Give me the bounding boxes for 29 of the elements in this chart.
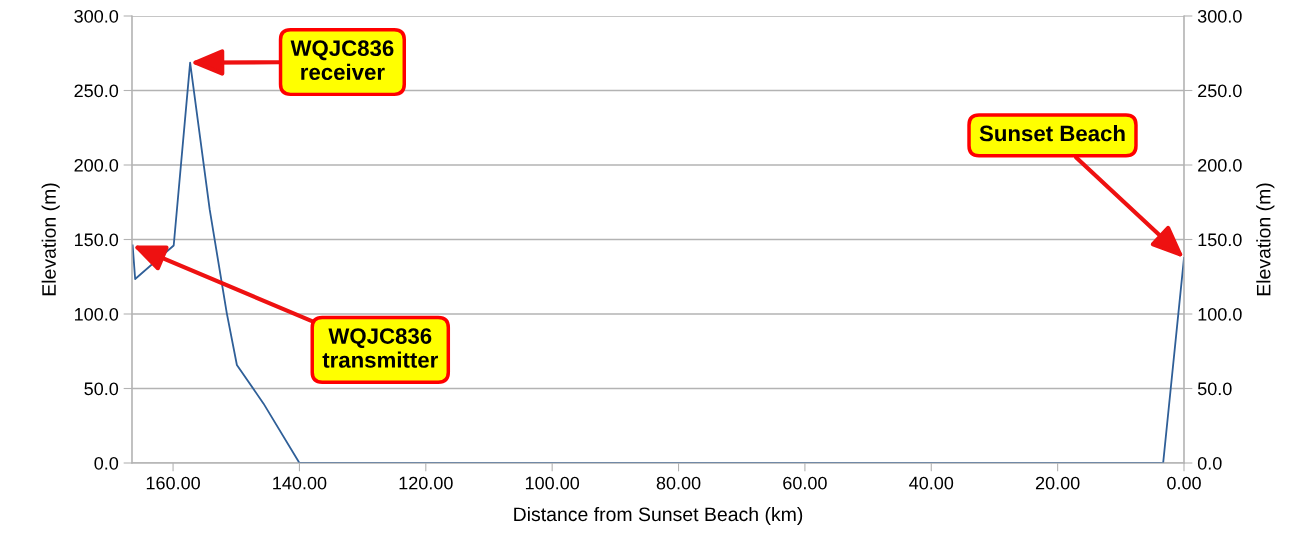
x-tick-label: 140.00 [273,476,327,490]
y2-tick-label: 50.0 [1197,382,1232,396]
y2-tick-label: 100.0 [1198,307,1242,321]
y-tick-label: 100.0 [75,307,119,321]
y-tick-label: 150.0 [75,233,119,247]
y-tick-label: 200.0 [74,158,119,172]
x-tick-label: 20.00 [1035,476,1080,490]
y2-tick-label: 250.0 [1198,84,1242,98]
y2-tick-label: 300.0 [1197,9,1242,23]
x-axis-title: Distance from Sunset Beach (km) [514,506,803,526]
x-tick-label: 40.00 [909,476,954,490]
annotation: WQJC836 transmitter [322,328,438,368]
x-tick-label: 0.00 [1167,476,1201,490]
y2-tick-label: 0.0 [1197,456,1222,470]
y2-tick-label: 200.0 [1198,158,1242,172]
x-tick-label: 80.00 [656,476,701,490]
y2-tick-label: 150.0 [1198,233,1242,247]
x-tick-label: 120.00 [399,476,453,490]
y2-axis-title: Elevation (m) [1256,183,1275,296]
annotation: Sunset Beach [979,124,1125,142]
x-tick-label: 60.00 [783,476,827,490]
x-tick-label: 100.00 [525,476,580,490]
y-tick-label: 0.0 [94,456,119,470]
y-tick-label: 250.0 [74,84,119,98]
y-tick-label: 300.0 [74,9,119,23]
x-tick-label: 160.00 [146,476,200,490]
y-axis-title: Elevation (m) [41,183,60,296]
y-tick-label: 50.0 [84,382,119,396]
annotation: WQJC836 receiver [290,40,394,80]
